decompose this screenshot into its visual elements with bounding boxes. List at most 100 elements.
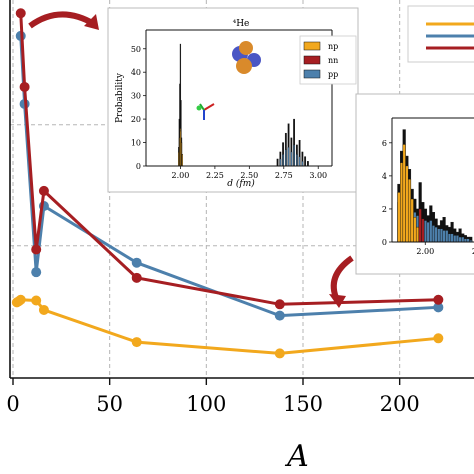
hist-bar: [442, 230, 446, 243]
hist-bar: [450, 233, 454, 243]
data-point: [433, 302, 444, 313]
hist-bar: [402, 144, 406, 243]
data-point: [38, 185, 49, 196]
inset-legend-swatch: [303, 69, 321, 79]
inset-legend-swatch: [303, 41, 321, 51]
inset-y-tick-label: 20: [131, 115, 141, 124]
hist-bar: [181, 154, 183, 167]
inset-x-tick-label: 3.00: [309, 171, 327, 180]
data-point: [38, 304, 49, 315]
x-tick-label: 0: [6, 392, 19, 416]
hist-bar: [453, 235, 457, 243]
inset2-y-tick-label: 0: [382, 238, 387, 247]
hist-bar: [461, 236, 465, 243]
hist-bar: [447, 233, 451, 243]
inset-y-tick-label: 30: [131, 92, 141, 101]
hist-bar: [301, 161, 304, 167]
inset-legend-swatch: [303, 55, 321, 65]
inset-x-tick-label: 2.00: [172, 171, 190, 180]
inset2-y-tick-label: 6: [382, 139, 387, 148]
data-point: [31, 267, 42, 278]
hist-bar: [439, 228, 443, 243]
arrow-to-inset-icon: [28, 11, 96, 29]
x-tick-label: 150: [283, 392, 323, 416]
hist-bar: [276, 158, 279, 167]
series-line-series-orange: [16, 298, 439, 355]
hist-bar: [298, 156, 301, 167]
data-point: [433, 333, 444, 344]
hist-bar: [426, 221, 430, 243]
hist-bar: [397, 192, 401, 243]
data-point: [19, 81, 30, 92]
data-point: [274, 299, 285, 310]
hist-bar: [418, 208, 422, 243]
hist-bar: [284, 149, 287, 167]
inset-y-tick-label: 40: [131, 68, 141, 77]
x-tick-label: 100: [186, 392, 226, 416]
hist-bar: [434, 226, 438, 243]
data-point: [274, 348, 285, 359]
hist-bar: [437, 228, 441, 243]
inset-x-tick-label: 2.25: [206, 171, 224, 180]
inset-legend-label: np: [328, 42, 338, 51]
arrow-head-icon: [329, 294, 346, 308]
inset-x-tick-label: 2.50: [240, 171, 258, 180]
axes-triad-icon: [196, 103, 215, 120]
data-point: [15, 8, 26, 19]
x-ticks: 0 50 100 150 200: [6, 378, 420, 416]
data-point: [131, 257, 142, 268]
hist-bar: [279, 158, 282, 167]
inset-title: ⁴He: [233, 19, 250, 29]
hist-bar: [307, 161, 309, 167]
hist-bar: [415, 226, 420, 243]
arrow-to-right-inset-icon: [330, 255, 354, 302]
inset2-y-tick-label: 4: [382, 172, 387, 181]
hist-bar: [455, 235, 459, 243]
inset-y-tick-label: 10: [131, 139, 141, 148]
hist-bar: [405, 165, 409, 243]
hist-bar: [410, 198, 414, 243]
hist-bar: [407, 178, 412, 243]
hist-bar: [429, 220, 433, 243]
hist-bar: [445, 230, 449, 243]
hist-bar: [400, 162, 404, 243]
data-point: [274, 310, 285, 321]
data-point: [433, 294, 444, 305]
inset-y-label: Probability: [115, 72, 125, 123]
x-tick-label: 200: [380, 392, 420, 416]
inset2-x-tick-label: 2.00: [416, 247, 434, 256]
hist-bar: [304, 156, 307, 167]
inset-right: 2.00 2.25 0 2 4 6: [355, 93, 474, 275]
arrow-head-icon: [84, 14, 99, 30]
hist-bar: [458, 236, 462, 243]
main-series: [11, 8, 444, 359]
helium-nucleus-icon: [232, 41, 261, 74]
data-point: [131, 337, 142, 348]
data-point: [15, 294, 26, 305]
hist-bar: [295, 154, 298, 167]
data-point: [131, 272, 142, 283]
x-tick-label: 50: [96, 392, 123, 416]
hist-bar: [431, 225, 436, 243]
x-axis-label: A: [284, 439, 309, 474]
inset-x-label: d (fm): [227, 178, 255, 189]
hist-bar: [421, 218, 425, 243]
main-legend: [407, 5, 474, 63]
inset-y-tick-label: 50: [131, 45, 141, 54]
inset-legend-label: nn: [328, 56, 338, 65]
hist-bar: [423, 220, 428, 243]
hist-bar: [287, 147, 290, 167]
inset-main: ⁴He 2.00 2.25 2.50 2.75 3.00 0 10 20 30 40 50 d (f…: [107, 7, 359, 193]
hist-bar: [290, 151, 293, 167]
data-point: [31, 295, 42, 306]
hist-bar: [413, 216, 417, 243]
hist-bar: [282, 154, 284, 167]
inset2-x-tick-label: 2.25: [472, 247, 474, 256]
inset-y-tick-label: 0: [136, 162, 141, 171]
data-point: [31, 244, 42, 255]
inset2-y-tick-label: 2: [382, 205, 387, 214]
hist-bar: [293, 144, 295, 167]
inset-legend: np nn pp: [299, 35, 357, 85]
inset-x-tick-label: 2.75: [275, 171, 293, 180]
